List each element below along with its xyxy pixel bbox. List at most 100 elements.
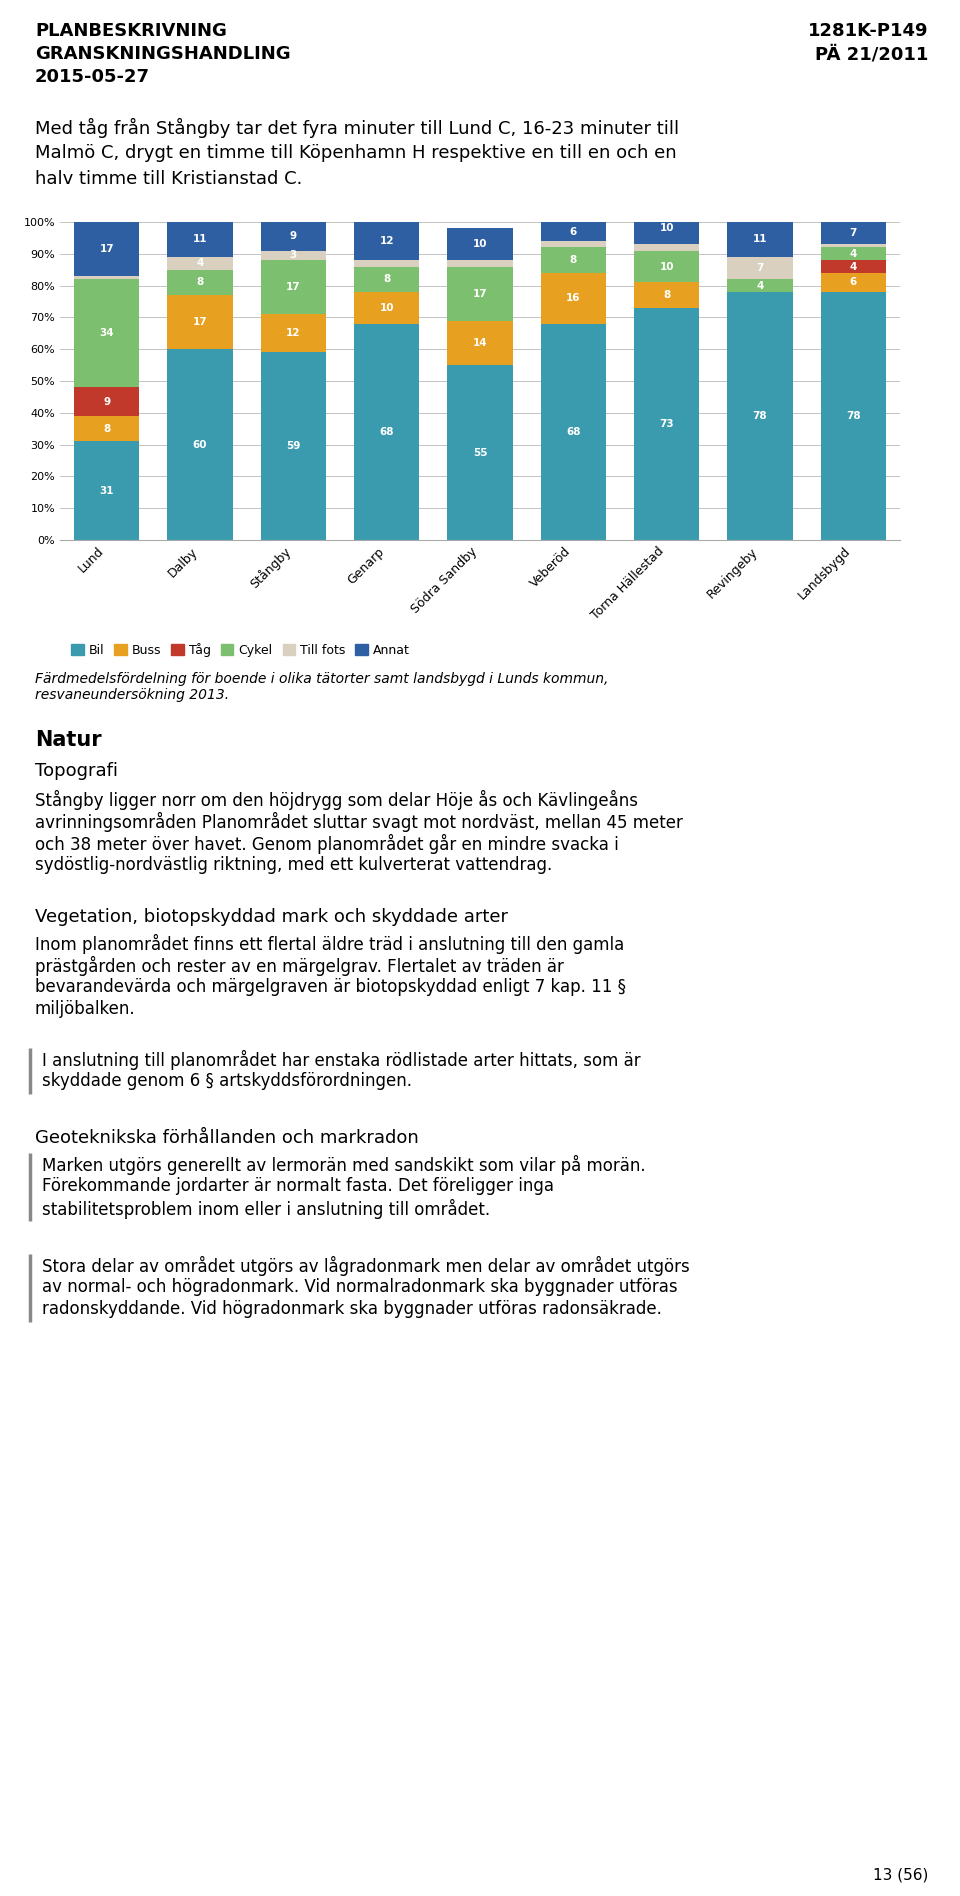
Bar xyxy=(728,279,793,292)
Text: 8: 8 xyxy=(103,423,110,434)
Text: 17: 17 xyxy=(472,288,488,298)
Bar xyxy=(261,353,326,540)
Text: 6: 6 xyxy=(569,226,577,237)
Text: av normal- och högradonmark. Vid normalradonmark ska byggnader utföras: av normal- och högradonmark. Vid normalr… xyxy=(42,1278,678,1297)
Text: skyddade genom 6 § artskyddsförordningen.: skyddade genom 6 § artskyddsförordningen… xyxy=(42,1071,412,1090)
Text: I anslutning till planområdet har enstaka rödlistade arter hittats, som är: I anslutning till planområdet har enstak… xyxy=(42,1050,640,1069)
Text: Topografi: Topografi xyxy=(35,762,118,779)
Text: Marken utgörs generellt av lermorän med sandskikt som vilar på morän.: Marken utgörs generellt av lermorän med … xyxy=(42,1155,646,1176)
Bar xyxy=(74,442,139,540)
Text: 4: 4 xyxy=(850,262,857,271)
Text: Stora delar av området utgörs av lågradonmark men delar av området utgörs: Stora delar av området utgörs av lågrado… xyxy=(42,1255,689,1276)
Text: 11: 11 xyxy=(753,235,767,245)
Text: Malmö C, drygt en timme till Köpenhamn H respektive en till en och en: Malmö C, drygt en timme till Köpenhamn H… xyxy=(35,144,677,161)
Text: 13 (56): 13 (56) xyxy=(873,1868,928,1883)
Bar xyxy=(821,260,886,273)
Bar xyxy=(74,415,139,442)
Text: Vegetation, biotopskyddad mark och skyddade arter: Vegetation, biotopskyddad mark och skydd… xyxy=(35,908,508,925)
Bar xyxy=(540,248,606,273)
Bar xyxy=(821,222,886,245)
Text: Stångby ligger norr om den höjdrygg som delar Höje ås och Kävlingeåns: Stångby ligger norr om den höjdrygg som … xyxy=(35,791,638,810)
Text: 8: 8 xyxy=(197,277,204,288)
Bar xyxy=(447,267,513,320)
Text: 34: 34 xyxy=(99,328,114,337)
Text: 4: 4 xyxy=(196,258,204,269)
Legend: Bil, Buss, Tåg, Cykel, Till fots, Annat: Bil, Buss, Tåg, Cykel, Till fots, Annat xyxy=(66,639,415,662)
Bar xyxy=(167,269,232,296)
Text: 2015-05-27: 2015-05-27 xyxy=(35,68,150,85)
Text: Förekommande jordarter är normalt fasta. Det föreligger inga: Förekommande jordarter är normalt fasta.… xyxy=(42,1177,554,1194)
Text: 10: 10 xyxy=(660,262,674,271)
Text: 59: 59 xyxy=(286,442,300,451)
Text: prästgården och rester av en märgelgrav. Flertalet av träden är: prästgården och rester av en märgelgrav.… xyxy=(35,956,564,976)
Bar xyxy=(354,222,420,260)
Bar xyxy=(261,260,326,315)
Bar xyxy=(447,320,513,366)
Text: 55: 55 xyxy=(472,447,488,457)
Bar xyxy=(634,212,699,245)
Bar xyxy=(540,273,606,324)
Text: stabilitetsproblem inom eller i anslutning till området.: stabilitetsproblem inom eller i anslutni… xyxy=(42,1198,491,1219)
Bar xyxy=(447,228,513,260)
Text: 4: 4 xyxy=(850,248,857,258)
Bar xyxy=(261,250,326,260)
Text: 78: 78 xyxy=(846,411,861,421)
Text: 12: 12 xyxy=(286,328,300,337)
Bar xyxy=(261,222,326,250)
Text: 73: 73 xyxy=(660,419,674,428)
Text: Geoteknikska förhållanden och markradon: Geoteknikska förhållanden och markradon xyxy=(35,1128,419,1147)
Bar xyxy=(728,258,793,279)
Text: 4: 4 xyxy=(756,281,764,290)
Text: 7: 7 xyxy=(756,264,764,273)
Text: 16: 16 xyxy=(566,294,581,303)
Text: 17: 17 xyxy=(286,283,300,292)
Bar xyxy=(167,258,232,269)
Bar xyxy=(261,315,326,353)
Text: 31: 31 xyxy=(100,485,114,495)
Bar xyxy=(540,241,606,248)
Text: resvaneundersökning 2013.: resvaneundersökning 2013. xyxy=(35,688,229,702)
Text: 17: 17 xyxy=(193,317,207,328)
Bar xyxy=(74,277,139,279)
Bar xyxy=(821,248,886,260)
Bar xyxy=(821,292,886,540)
Bar xyxy=(634,283,699,307)
Text: 3: 3 xyxy=(290,250,297,260)
Text: 78: 78 xyxy=(753,411,767,421)
Bar xyxy=(821,273,886,292)
Bar xyxy=(540,324,606,540)
Text: 10: 10 xyxy=(660,224,674,233)
Text: 8: 8 xyxy=(663,290,670,300)
Text: 9: 9 xyxy=(290,231,297,241)
Text: 68: 68 xyxy=(379,427,394,436)
Bar xyxy=(634,307,699,540)
Text: 9: 9 xyxy=(103,396,110,406)
Text: 10: 10 xyxy=(379,303,394,313)
Bar xyxy=(821,245,886,248)
Bar xyxy=(167,296,232,349)
Text: GRANSKNINGSHANDLING: GRANSKNINGSHANDLING xyxy=(35,46,291,63)
Bar xyxy=(728,292,793,540)
Bar xyxy=(74,279,139,387)
Text: bevarandevärda och märgelgraven är biotopskyddad enligt 7 kap. 11 §: bevarandevärda och märgelgraven är bioto… xyxy=(35,978,626,995)
Text: PLANBESKRIVNING: PLANBESKRIVNING xyxy=(35,23,227,40)
Text: 12: 12 xyxy=(379,237,394,246)
Bar xyxy=(728,222,793,258)
Text: PÄ 21/2011: PÄ 21/2011 xyxy=(815,46,928,63)
Text: 1281K-P149: 1281K-P149 xyxy=(807,23,928,40)
Text: 7: 7 xyxy=(850,228,857,239)
Text: 8: 8 xyxy=(569,256,577,265)
Text: 60: 60 xyxy=(193,440,207,449)
Text: 14: 14 xyxy=(472,337,488,347)
Text: sydöstlig-nordvästlig riktning, med ett kulverterat vattendrag.: sydöstlig-nordvästlig riktning, med ett … xyxy=(35,855,552,874)
Text: Med tåg från Stångby tar det fyra minuter till Lund C, 16-23 minuter till: Med tåg från Stångby tar det fyra minute… xyxy=(35,118,679,138)
Bar xyxy=(354,324,420,540)
Bar xyxy=(354,260,420,267)
Text: radonskyddande. Vid högradonmark ska byggnader utföras radonsäkrade.: radonskyddande. Vid högradonmark ska byg… xyxy=(42,1301,661,1318)
Text: och 38 meter över havet. Genom planområdet går en mindre svacka i: och 38 meter över havet. Genom planområd… xyxy=(35,834,619,853)
Text: avrinningsområden Planområdet sluttar svagt mot nordväst, mellan 45 meter: avrinningsområden Planområdet sluttar sv… xyxy=(35,811,683,832)
Bar xyxy=(74,387,139,415)
Bar xyxy=(354,267,420,292)
Bar xyxy=(447,366,513,540)
Text: 68: 68 xyxy=(566,427,581,436)
